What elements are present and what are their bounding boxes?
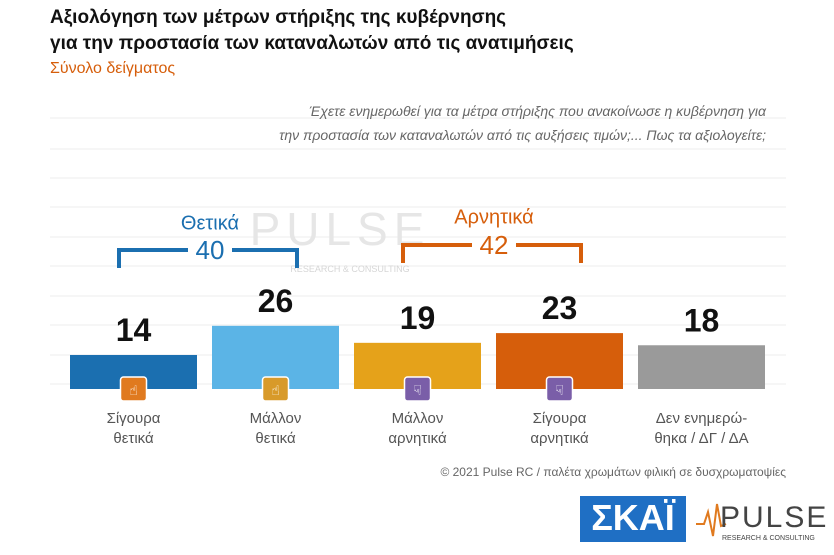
bar [638, 345, 765, 389]
category-label: Δεν ενημερώ-θηκα / ΔΓ / ΔΑ [654, 410, 749, 447]
icon-glyph: ☝ [129, 382, 138, 398]
question: Έχετε ενημερωθεί για τα μέτρα στήριξης π… [309, 103, 766, 119]
value-label: 19 [400, 300, 436, 336]
value-label: 14 [116, 312, 152, 348]
category-label: Σίγουρα αρνητικά [530, 410, 589, 447]
group-name: Θετικά [181, 212, 239, 234]
value-label: 26 [258, 283, 294, 319]
title: Αξιολόγηση των μέτρων στήριξης της κυβέρ… [50, 7, 507, 28]
footer: © 2021 Pulse RC / παλέτα χρωμάτων φιλική… [440, 465, 786, 479]
group-name: Αρνητικά [454, 206, 534, 228]
group-value: 40 [196, 235, 225, 265]
category-label: Μάλλον θετικά [249, 410, 302, 447]
category-label: Μάλλον αρνητικά [388, 410, 447, 447]
group-value: 42 [480, 230, 509, 260]
title: για την προστασία των καταναλωτών από τι… [50, 33, 574, 54]
skai-logo-box [580, 496, 686, 542]
pulse-logo-line [696, 503, 727, 537]
icon [261, 376, 290, 402]
skai-logo: ΣΚΑΪ [591, 497, 676, 538]
watermark: PULSE [250, 203, 431, 255]
pulse-logo: PULSE [720, 501, 828, 534]
subtitle: Σύνολο δείγματος [50, 60, 176, 77]
watermark-sub: RESEARCH & CONSULTING [290, 264, 409, 274]
category-label: Σίγουρα θετικά [106, 410, 161, 447]
icon [403, 376, 432, 402]
question: την προστασία των καταναλωτών από τις αυ… [279, 127, 766, 143]
value-label: 23 [542, 290, 578, 326]
icon-glyph: ☝ [271, 382, 280, 398]
group-bracket [401, 243, 583, 263]
group-bracket [117, 248, 299, 268]
value-label: 18 [684, 302, 720, 338]
pulse-logo-sub: RESEARCH & CONSULTING [722, 535, 815, 542]
icon [119, 376, 148, 402]
icon-glyph: ☟ [413, 382, 422, 398]
icon [545, 376, 574, 402]
icon-glyph: ☟ [555, 382, 564, 398]
